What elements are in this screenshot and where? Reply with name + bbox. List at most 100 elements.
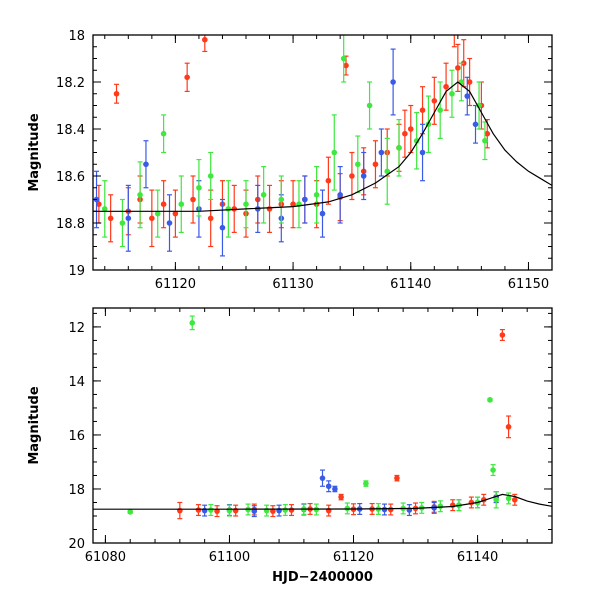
bottom-series-2-point — [282, 507, 289, 513]
top-series-2-point — [437, 107, 443, 113]
top-series-0-point — [484, 130, 491, 137]
top-series-1-point — [125, 215, 132, 222]
top-y-tick-label: 18.4 — [56, 123, 85, 138]
bottom-y-tick-label: 14 — [68, 375, 85, 390]
bottom-series-0-point — [468, 499, 475, 506]
top-series-0-point — [443, 83, 449, 90]
top-model-curve — [93, 81, 552, 212]
bottom-y-tick-label: 20 — [68, 537, 85, 552]
top-series-0-point — [96, 201, 102, 207]
top-series-1-point — [378, 149, 385, 156]
bottom-series-2-point — [363, 480, 369, 487]
top-series-0-point — [190, 196, 196, 203]
top-series-1-point — [337, 192, 343, 198]
top-y-tick-label: 18 — [68, 29, 85, 44]
top-series-2-point — [449, 90, 455, 97]
bottom-series-1-point — [319, 475, 326, 481]
top-x-tick-label: 61150 — [508, 277, 549, 292]
top-series-0-point — [372, 161, 379, 168]
bottom-x-axis-label: HJD−2400000 — [272, 570, 373, 585]
top-series-0-point — [266, 206, 273, 212]
top-series-2-point — [396, 145, 402, 151]
bottom-series-2-point — [505, 495, 512, 502]
bottom-series-0-point — [499, 332, 506, 338]
top-series-1-point — [472, 121, 479, 128]
top-series-2-point — [482, 137, 488, 144]
bottom-plot-area — [93, 315, 552, 520]
top-series-2-point — [119, 220, 126, 226]
bottom-series-1-point — [325, 483, 332, 490]
top-y-tick-label: 19 — [68, 264, 85, 279]
top-series-2-point — [196, 184, 202, 191]
top-plot-area — [93, 35, 552, 257]
top-x-tick-label: 61120 — [155, 277, 196, 292]
top-series-0-point — [431, 98, 438, 104]
top-series-2-point — [178, 201, 185, 207]
bottom-axes-frame — [92, 307, 553, 544]
top-series-0-point — [349, 173, 355, 179]
top-series-0-point — [172, 210, 179, 217]
bottom-series-2-point — [189, 320, 196, 326]
top-series-2-point — [154, 210, 161, 217]
bottom-x-tick-label: 61120 — [333, 550, 374, 565]
top-series-0-point — [290, 201, 296, 207]
bottom-y-tick-label: 12 — [68, 321, 85, 336]
top-series-2-point — [260, 192, 267, 198]
bottom-model-curve — [93, 493, 552, 510]
top-series-1-point — [143, 161, 149, 168]
top-series-0-point — [325, 177, 332, 184]
bottom-x-tick-label: 61080 — [85, 550, 126, 565]
top-series-0-point — [466, 79, 473, 85]
top-series-0-point — [113, 90, 120, 97]
top-y-tick-label: 18.2 — [56, 76, 85, 91]
top-series-2-point — [101, 206, 108, 212]
top-series-0-point — [407, 126, 414, 132]
bottom-series-2-point — [127, 509, 134, 515]
bottom-series-0-point — [394, 475, 400, 481]
top-series-1-point — [319, 210, 326, 217]
top-series-1-point — [360, 173, 367, 179]
bottom-series-0-point — [288, 507, 295, 513]
top-x-tick-label: 61130 — [272, 277, 313, 292]
top-series-2-point — [137, 192, 143, 198]
top-series-0-point — [107, 215, 114, 222]
top-series-0-point — [402, 130, 408, 137]
bottom-series-0-point — [387, 506, 394, 513]
top-series-0-point — [419, 107, 426, 113]
bottom-series-2-point — [208, 507, 214, 513]
bottom-series-2-point — [493, 496, 499, 503]
bottom-panel: 61080 61100 61120 61140 12 14 16 18 20 Magnitude H… — [27, 307, 553, 585]
top-x-tick-label: 61140 — [390, 277, 431, 292]
bottom-series-1-point — [381, 506, 388, 513]
bottom-series-1-point — [332, 486, 338, 492]
bottom-series-2-point — [490, 467, 496, 473]
top-series-0-point — [149, 215, 155, 222]
top-series-0-point — [207, 215, 214, 222]
bottom-series-0-point — [338, 494, 344, 500]
bottom-y-tick-label: 16 — [68, 429, 85, 444]
bottom-x-tick-label: 61100 — [209, 550, 250, 565]
top-series-1-point — [166, 220, 173, 226]
top-series-2-point — [160, 130, 167, 137]
bottom-series-2-point — [437, 503, 444, 510]
top-series-1-point — [302, 196, 308, 203]
top-series-0-point — [455, 65, 461, 71]
bottom-series-0-point — [195, 507, 202, 513]
top-series-1-point — [464, 93, 471, 99]
top-series-2-point — [413, 137, 420, 144]
top-series-0-point — [184, 74, 190, 81]
top-series-2-point — [355, 161, 361, 168]
top-series-0-point — [343, 62, 349, 69]
bottom-series-0-point — [511, 496, 518, 503]
top-series-2-point — [366, 102, 373, 109]
bottom-y-axis-label: Magnitude — [27, 386, 42, 465]
top-series-2-point — [384, 168, 391, 175]
bottom-series-2-point — [487, 397, 493, 403]
bottom-x-tick-label: 61140 — [457, 550, 498, 565]
top-series-1-point — [390, 79, 396, 85]
top-series-0-point — [160, 201, 167, 207]
top-series-2-point — [243, 201, 249, 207]
top-series-2-point — [313, 192, 320, 198]
top-series-1-point — [219, 224, 226, 231]
